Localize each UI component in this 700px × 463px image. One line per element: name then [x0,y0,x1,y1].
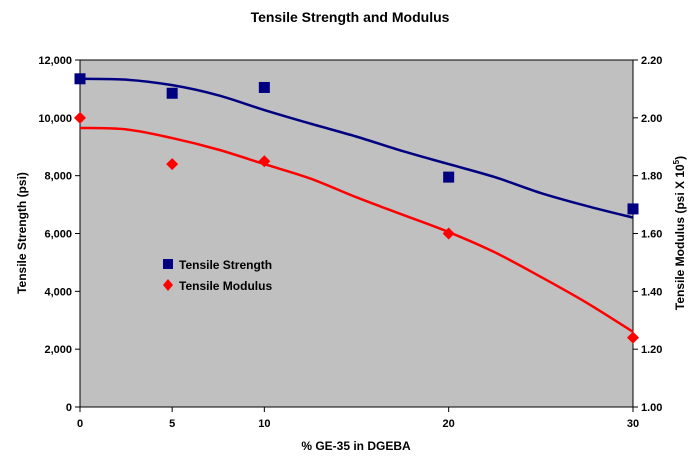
point-tensile-modulus [258,155,271,168]
point-tensile-strength [74,73,86,85]
legend-marker-tensile-modulus [163,279,173,291]
point-tensile-modulus [442,227,455,240]
trend-line-tensile-strength [79,77,634,219]
legend-marker-tensile-strength [163,259,173,269]
y-right-tick-label: 1.00 [641,402,662,414]
x-axis: 0 5 10 20 30 [77,407,639,430]
plot-area [79,59,634,408]
y-right-axis-label-close: ) [673,156,687,160]
y-left-tick-label: 8,000 [44,171,72,183]
y-right-tick-label: 1.80 [641,171,662,183]
point-tensile-strength [166,87,178,99]
point-tensile-modulus [166,158,179,171]
y-left-tick-label: 4,000 [44,286,72,298]
y-left-tick-label: 10,000 [38,113,72,125]
y-right-tick-label: 1.60 [641,229,662,241]
trend-lines [79,77,634,333]
y-right-axis-label-superscript: 5 [672,159,681,164]
point-tensile-strength [258,81,270,93]
y-left-tick-label: 6,000 [44,229,72,241]
y-right-axis-label: Tensile Modulus (psi X 105) [672,156,687,310]
x-tick-label: 30 [627,418,639,430]
y-left-tick-label: 0 [66,402,72,414]
y-left-tick-label: 12,000 [38,55,72,67]
y-right-tick-label: 2.20 [641,55,662,67]
x-tick-label: 0 [77,418,83,430]
x-tick-label: 10 [258,418,270,430]
legend: Tensile Strength Tensile Modulus [163,258,272,293]
y-left-axis-label: Tensile Strength (psi) [15,172,29,294]
x-tick-label: 5 [169,418,175,430]
point-tensile-strength [627,203,639,215]
y-right-tick-label: 2.00 [641,113,662,125]
y-left-axis: 0 2,000 4,000 6,000 8,000 10,000 12,000 [38,55,80,414]
y-right-tick-label: 1.40 [641,286,662,298]
point-tensile-modulus [627,331,639,344]
legend-label-tensile-strength: Tensile Strength [179,258,272,272]
point-tensile-modulus [74,111,86,124]
legend-label-tensile-modulus: Tensile Modulus [179,279,272,293]
point-tensile-strength [443,171,455,183]
y-right-axis-label-main: Tensile Modulus (psi X 10 [673,164,687,310]
x-axis-label: % GE-35 in DGEBA [301,439,411,453]
chart-title: Tensile Strength and Modulus [251,9,450,25]
y-right-axis: 1.00 1.20 1.40 1.60 1.80 2.00 2.20 [633,55,662,414]
x-tick-label: 20 [443,418,455,430]
data-markers [74,73,639,344]
y-left-tick-label: 2,000 [44,344,72,356]
trend-line-tensile-modulus [79,126,634,333]
y-right-tick-label: 1.20 [641,344,662,356]
